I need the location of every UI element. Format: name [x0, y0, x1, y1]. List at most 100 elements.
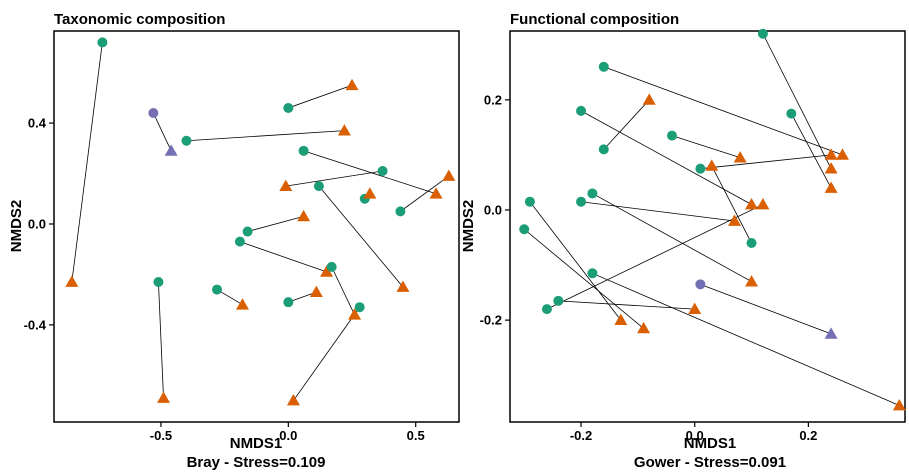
plot-frame: [509, 30, 906, 423]
circle-point: [598, 61, 609, 72]
triangle-point: [642, 93, 656, 105]
triangle-point: [824, 181, 838, 193]
pair-segment: [400, 175, 450, 212]
triangle-point: [297, 209, 311, 222]
pair-segment: [700, 154, 832, 170]
triangle-point: [164, 144, 178, 156]
triangle-point: [705, 159, 719, 171]
circle-point: [283, 297, 294, 308]
pair-segment: [71, 42, 103, 283]
circle-point: [212, 284, 223, 295]
functional-panel: Functional composition -0.2 0.0 0.2 -0.2 0.…: [460, 11, 906, 471]
pair-segment: [288, 84, 353, 109]
triangle-point: [279, 179, 293, 192]
triangle-point: [337, 124, 351, 136]
triangle-point: [286, 394, 300, 406]
x-axis-title: NMDS1: [230, 435, 283, 452]
circle-point: [587, 188, 598, 199]
circle-point: [313, 181, 324, 192]
circle-point: [326, 261, 337, 272]
panel-title: Functional composition: [510, 11, 679, 28]
triangle-point: [348, 308, 362, 320]
y-axis-title: NMDS2: [8, 200, 25, 253]
pair-segment: [239, 241, 327, 273]
pair-segment: [247, 216, 304, 232]
circle-point: [283, 102, 294, 113]
circle-point: [695, 163, 706, 174]
x-ticks: -0.2 0.0 0.2: [570, 422, 817, 443]
pair-segment: [293, 306, 360, 401]
x-axis-subtitle: Gower - Stress=0.091: [634, 454, 786, 471]
triangle-point: [309, 285, 323, 297]
x-tick-label: 0.2: [799, 428, 817, 443]
triangle-point: [824, 327, 838, 339]
y-tick-label: 0.0: [28, 216, 46, 231]
triangle-point: [345, 78, 359, 91]
x-axis-subtitle: Bray - Stress=0.109: [187, 454, 326, 471]
plot-frame: [53, 30, 460, 423]
triangle-point: [733, 151, 747, 163]
circle-point: [181, 135, 192, 146]
pair-segment: [592, 272, 900, 406]
pair-segment: [592, 193, 752, 282]
triangle-point: [614, 313, 628, 325]
pair-segment: [285, 170, 383, 187]
triangle-point: [745, 275, 759, 287]
circle-point: [148, 107, 159, 118]
pair-segment: [700, 283, 832, 335]
point-pairs: [65, 37, 456, 406]
triangle-point: [835, 148, 849, 160]
triangle-point: [65, 275, 79, 287]
circle-point: [666, 130, 677, 141]
pair-segment: [790, 113, 832, 189]
y-tick-label: -0.4: [24, 317, 47, 332]
triangle-point: [727, 214, 741, 226]
pair-segment: [711, 165, 752, 244]
triangle-point: [157, 391, 171, 403]
pair-segment: [558, 300, 695, 310]
point-pairs: [519, 28, 906, 411]
circle-point: [576, 105, 587, 116]
circle-point: [587, 268, 598, 279]
y-tick-label: 0.0: [484, 202, 502, 217]
panel-title: Taxonomic composition: [54, 11, 225, 28]
circle-point: [695, 279, 706, 290]
triangle-point: [688, 302, 702, 314]
circle-point: [242, 226, 253, 237]
triangle-point: [637, 321, 651, 334]
x-tick-label: -0.5: [150, 428, 172, 443]
circle-point: [553, 295, 564, 306]
y-ticks: -0.4 0.0 0.4: [24, 116, 54, 332]
triangle-point: [892, 398, 906, 411]
pair-segment: [580, 201, 735, 222]
circle-point: [153, 276, 164, 287]
x-tick-label: 0.0: [279, 428, 297, 443]
pair-segment: [331, 266, 355, 315]
circle-point: [519, 224, 530, 235]
y-tick-label: -0.2: [480, 313, 502, 328]
pair-segment: [152, 112, 172, 151]
x-tick-label: -0.2: [570, 428, 592, 443]
triangle-point: [824, 148, 838, 160]
circle-point: [757, 28, 768, 39]
pair-segment: [762, 33, 832, 169]
x-tick-label: 0.0: [686, 428, 704, 443]
y-ticks: -0.2 0.0 0.2: [480, 92, 510, 328]
triangle-point: [756, 197, 770, 210]
taxonomic-panel: Taxonomic composition -0.5 0.0 0.5 -0.4 0.0…: [8, 11, 460, 471]
pair-segment: [529, 201, 622, 321]
pair-segment: [523, 228, 644, 329]
pair-segment: [546, 204, 764, 310]
pair-segment: [158, 281, 164, 399]
circle-point: [576, 196, 587, 207]
pair-segment: [318, 185, 404, 288]
triangle-point: [442, 169, 456, 181]
triangle-point: [235, 298, 249, 310]
pair-segment: [186, 130, 345, 142]
circle-point: [786, 108, 797, 119]
pair-segment: [671, 135, 741, 159]
pair-segment: [303, 150, 437, 195]
circle-point: [395, 206, 406, 217]
circle-point: [541, 304, 552, 315]
